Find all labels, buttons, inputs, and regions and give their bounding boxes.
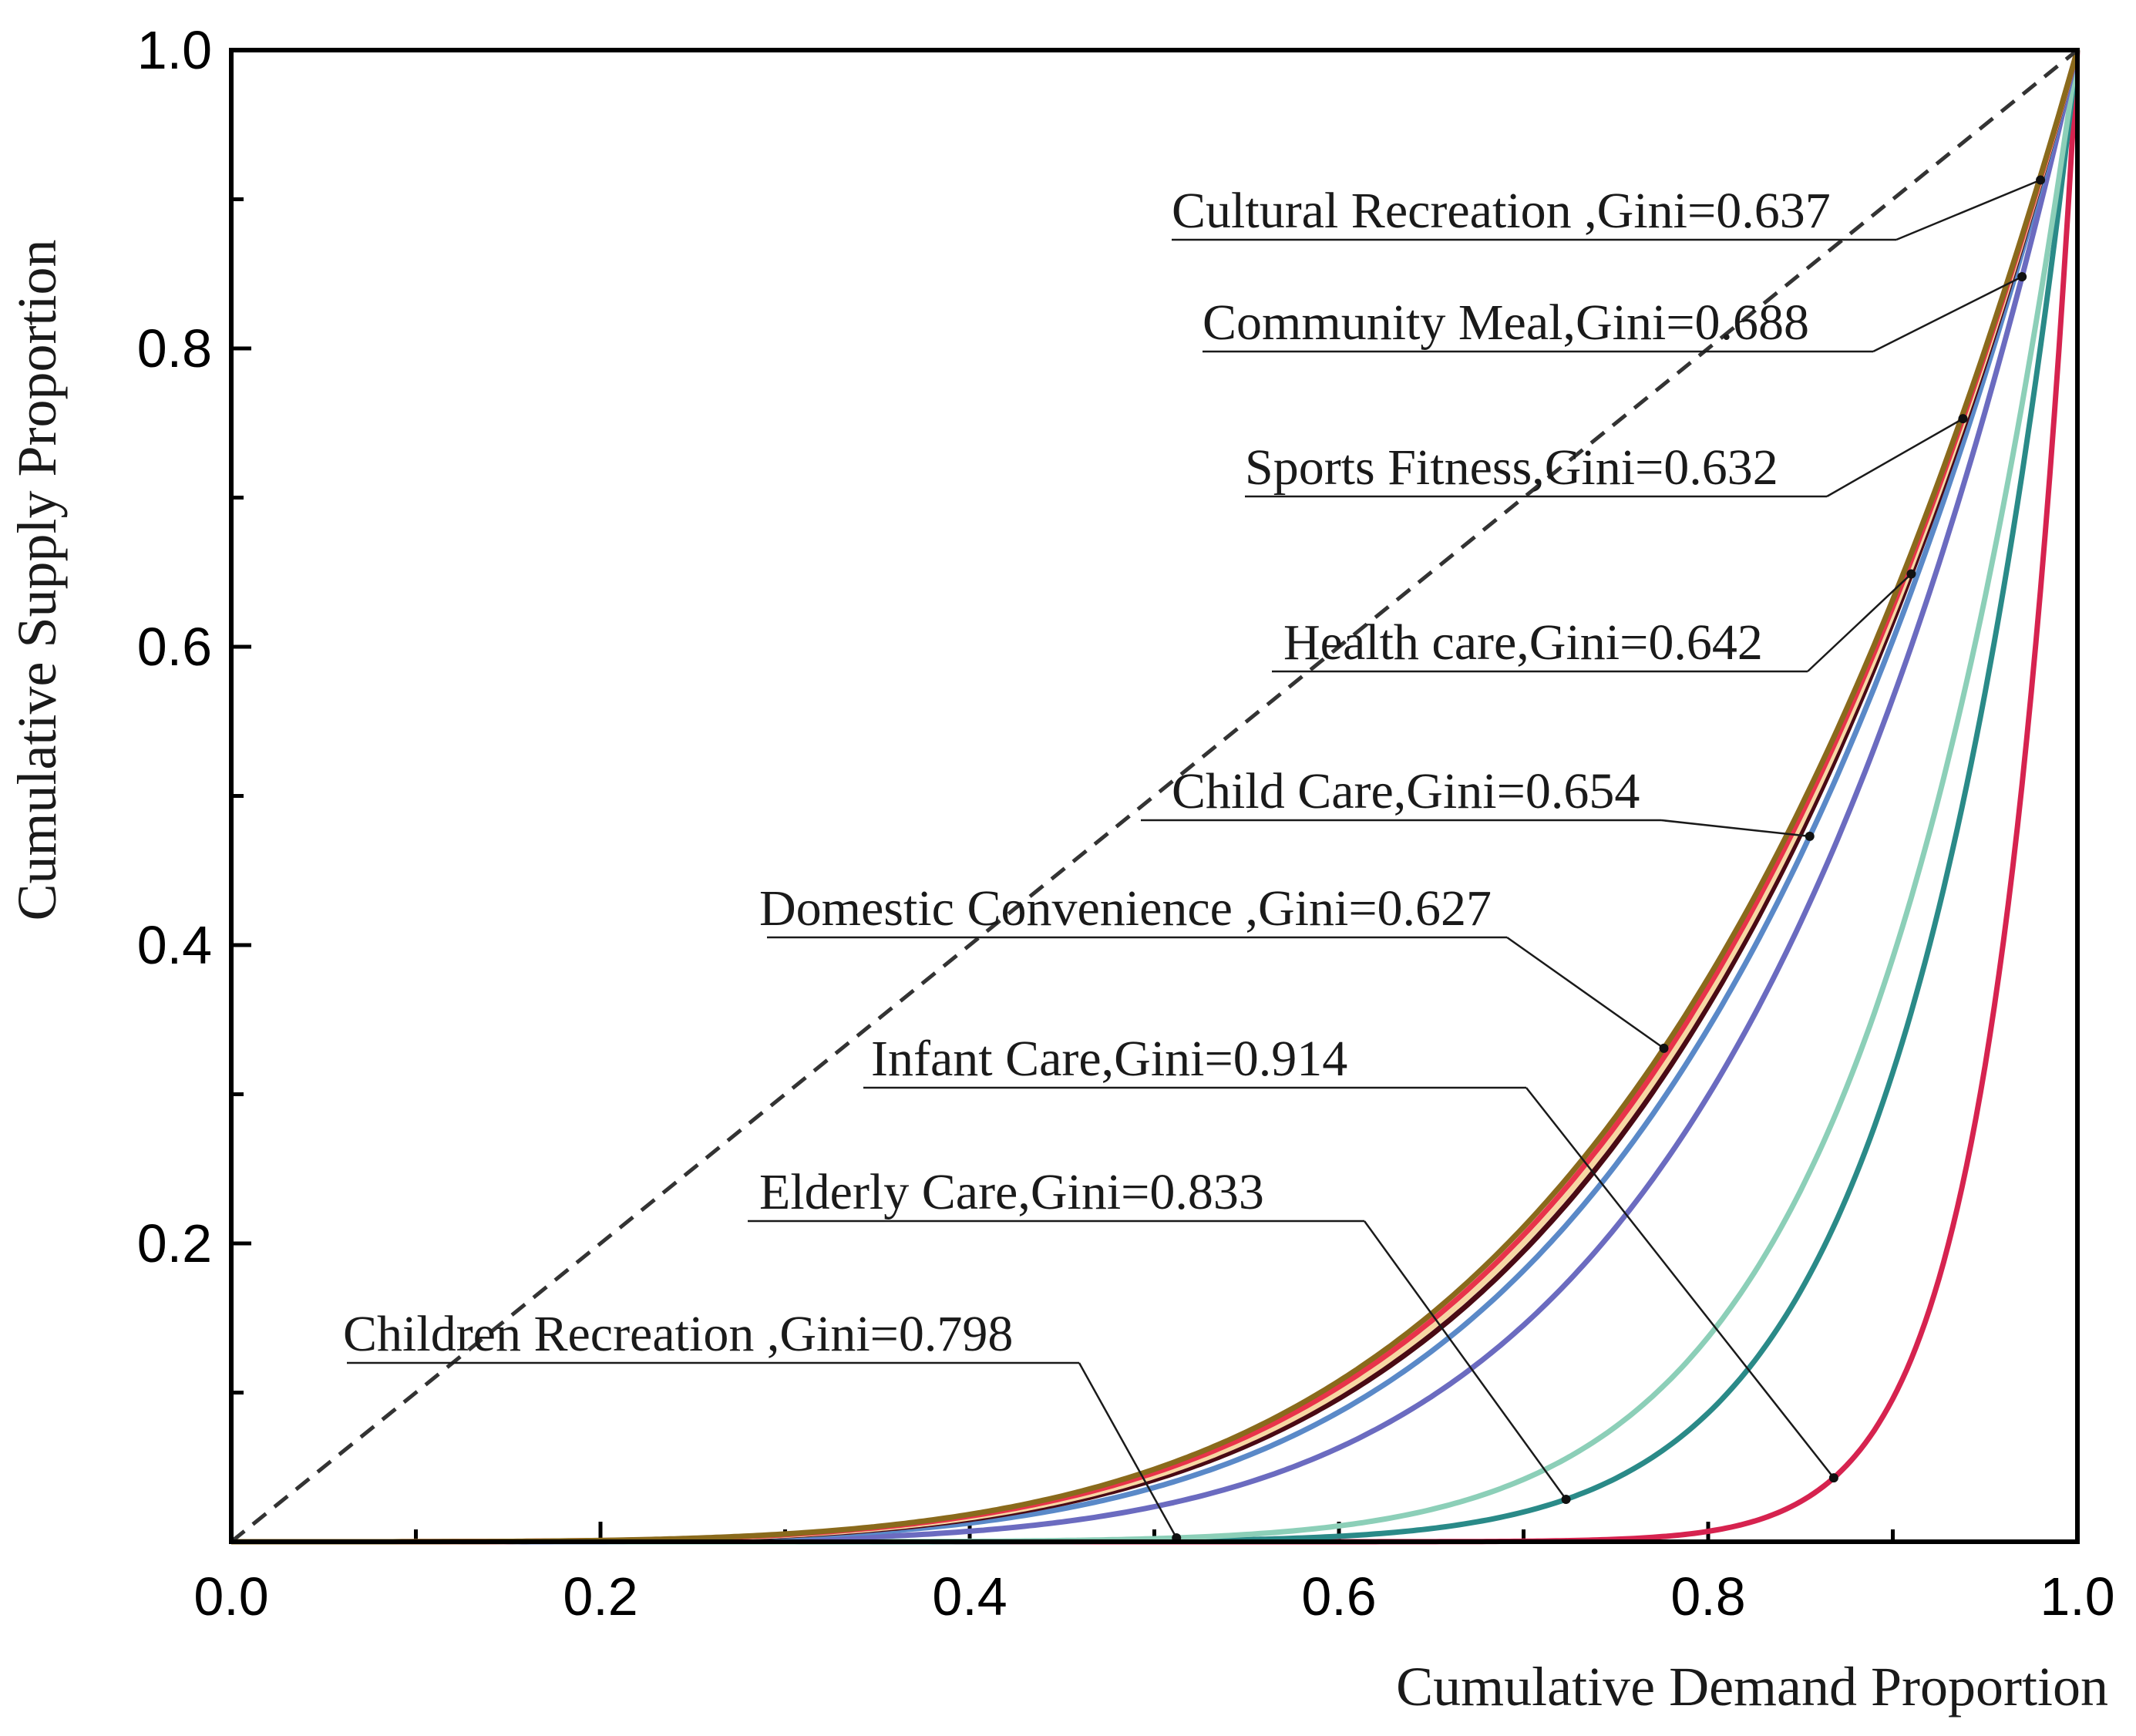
annotation-leader [1078, 1362, 1178, 1539]
y-tick-label: 0.6 [137, 617, 212, 677]
series-annotations: Cultural Recreation ,Gini=0.637 Community… [343, 175, 2046, 1543]
series-label: Health care,Gini=0.642 [1283, 614, 1763, 671]
y-tick-label: 0.4 [137, 915, 212, 975]
series-label: Sports Fitness,Gini=0.632 [1245, 439, 1778, 496]
series-label: Cultural Recreation ,Gini=0.637 [1172, 183, 1831, 239]
y-tick-label: 1.0 [137, 20, 212, 80]
series-label: Domestic Convenience ,Gini=0.627 [759, 880, 1492, 937]
annotation-leader [1660, 819, 1810, 838]
annotation-leader [1807, 573, 1912, 672]
annotation-marker [1958, 414, 1968, 424]
annotation-marker [1561, 1494, 1571, 1504]
annotation-marker [1659, 1043, 1669, 1053]
series-label: Elderly Care,Gini=0.833 [759, 1164, 1264, 1220]
y-axis-title: Cumulative Supply Proportion [6, 239, 68, 920]
tick-labels: 0.0 0.2 0.4 0.6 0.8 1.0 0.2 0.4 0.6 0.8 1.0 [137, 20, 2115, 1627]
annotation-leader [1872, 275, 2023, 353]
x-tick-label: 0.2 [563, 1566, 637, 1627]
x-tick-label: 1.0 [2040, 1566, 2114, 1627]
y-tick-label: 0.8 [137, 318, 212, 378]
x-tick-label: 0.0 [193, 1566, 268, 1627]
x-axis-title: Cumulative Demand Proportion [1396, 1656, 2108, 1717]
x-tick-label: 0.4 [932, 1566, 1007, 1627]
annotation-marker [2017, 271, 2027, 281]
annotation-marker [1906, 569, 1916, 579]
annotation-leader [1363, 1220, 1567, 1500]
equality-line [230, 49, 2079, 1543]
series-label: Community Meal,Gini=0.688 [1203, 294, 1809, 351]
annotation-leader [1506, 936, 1665, 1049]
plot-frame [229, 48, 2080, 1544]
annotation-leader [1826, 418, 1964, 498]
x-tick-label: 0.6 [1301, 1566, 1376, 1627]
annotation-marker [1805, 831, 1815, 841]
annotation-marker [1828, 1473, 1838, 1483]
series-label: Children Recreation ,Gini=0.798 [343, 1306, 1013, 1362]
series-label: Child Care,Gini=0.654 [1172, 763, 1640, 819]
annotation-marker [2036, 175, 2046, 185]
annotation-leader [1895, 179, 2041, 241]
x-tick-label: 0.8 [1670, 1566, 1745, 1627]
series-label: Infant Care,Gini=0.914 [871, 1031, 1347, 1087]
y-tick-label: 0.2 [137, 1213, 212, 1273]
annotation-leader [1525, 1087, 1835, 1479]
